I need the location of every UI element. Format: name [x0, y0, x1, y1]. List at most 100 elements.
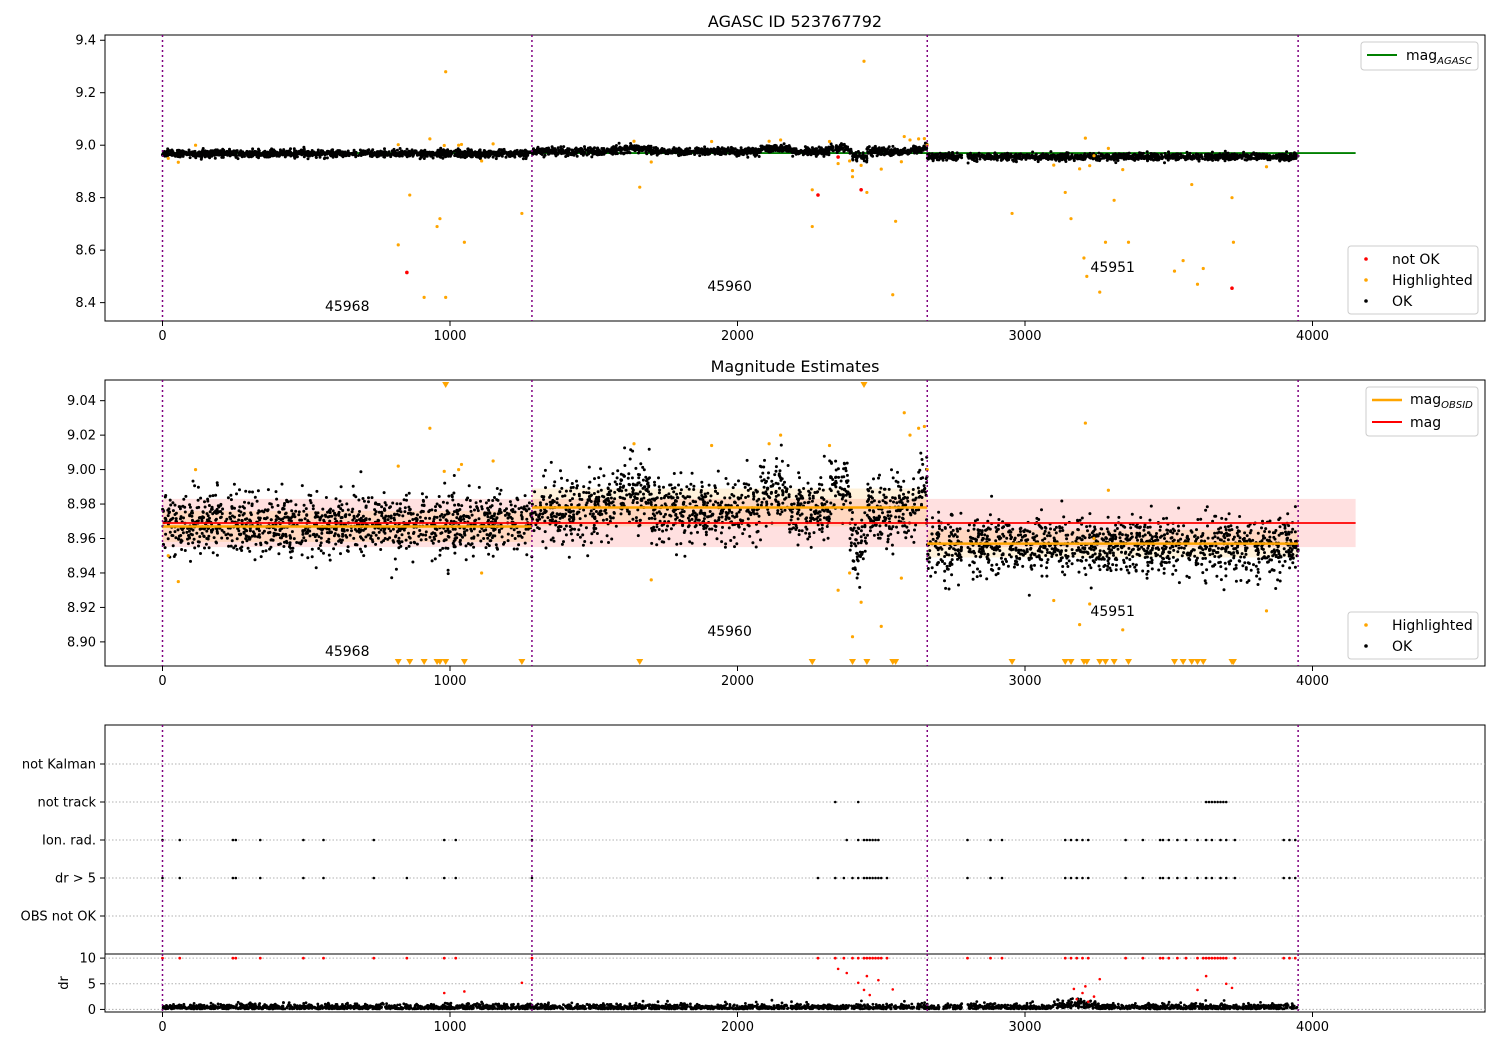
ok-point [499, 502, 503, 506]
not-ok-point [405, 270, 409, 275]
highlighted-point [442, 143, 446, 148]
ok-point [386, 153, 390, 157]
ok-point [433, 153, 436, 157]
ok-point [794, 494, 798, 498]
ok-point [234, 155, 238, 159]
ok-point [678, 491, 682, 495]
ok-point [558, 516, 562, 520]
ok-point [865, 158, 869, 162]
ok-point [1063, 156, 1067, 160]
ok-point [780, 149, 784, 153]
ok-point [782, 142, 786, 146]
ok-point [1229, 524, 1233, 528]
panel2-xtick-label: 2000 [721, 674, 754, 689]
ok-point [1014, 160, 1018, 164]
ok-point [860, 154, 864, 158]
ok-point [1283, 153, 1287, 156]
ok-point [603, 151, 607, 154]
ok-point [361, 497, 365, 500]
highlighted-point [767, 139, 771, 143]
ok-point [1214, 158, 1218, 162]
ok-point [1061, 153, 1065, 157]
ok-point [803, 145, 807, 149]
ok-point [891, 552, 895, 556]
highlighted-point [520, 211, 524, 216]
ok-point [1075, 154, 1079, 158]
ok-point [1092, 548, 1096, 552]
ok-point [188, 503, 192, 507]
ok-point [1172, 564, 1176, 568]
ok-point [815, 153, 819, 157]
highlighted-point [1103, 240, 1108, 244]
ok-point [563, 151, 567, 155]
ok-point [382, 507, 386, 511]
ok-point [1255, 154, 1259, 158]
legend-marker-highlighted [1364, 278, 1368, 282]
ok-point [616, 469, 620, 473]
ok-point [254, 542, 258, 546]
ok-point [226, 152, 230, 156]
ok-point [720, 515, 724, 519]
ok-point [588, 480, 592, 484]
ok-point [1105, 158, 1109, 162]
ok-point [411, 518, 415, 521]
ok-point [1011, 158, 1015, 162]
ok-point [1121, 155, 1125, 159]
ok-point [776, 482, 780, 486]
ok-point [1049, 156, 1053, 160]
ok-point [208, 154, 212, 158]
ok-point [437, 148, 441, 152]
ok-point [559, 145, 563, 149]
highlighted-point [176, 160, 180, 164]
ok-point [443, 150, 447, 153]
highlighted-point [922, 137, 926, 141]
ok-point [299, 152, 303, 156]
ok-point [320, 149, 324, 153]
ok-point [407, 505, 411, 509]
ok-point [854, 153, 858, 157]
ok-point [1278, 571, 1282, 574]
highlighted-point [1085, 274, 1089, 278]
ok-point [379, 149, 383, 153]
ok-point [746, 150, 749, 154]
ok-point [982, 156, 986, 160]
highlighted-point [899, 160, 903, 164]
ok-point [1009, 152, 1013, 156]
ok-point [750, 150, 754, 154]
ok-point [827, 150, 830, 154]
ok-point [1285, 150, 1289, 154]
ok-point [951, 152, 955, 156]
panel2-xtick-label: 0 [158, 674, 166, 689]
ok-point [222, 150, 226, 154]
ok-point [706, 147, 709, 151]
panel2-ytick-label: 8.90 [67, 635, 96, 650]
highlighted-point [850, 169, 855, 173]
ok-point [922, 146, 926, 150]
highlighted-point [710, 139, 714, 144]
ok-point [619, 151, 623, 155]
ok-point [957, 155, 961, 159]
ok-point [394, 567, 398, 571]
ok-point [1200, 155, 1204, 159]
ok-point [858, 585, 862, 589]
ok-point [746, 155, 750, 159]
ok-point [613, 497, 617, 501]
ok-point [383, 147, 386, 151]
highlighted-point [1106, 146, 1110, 150]
ok-point [1019, 538, 1023, 542]
ok-point [788, 146, 792, 150]
ok-point [636, 534, 640, 538]
ok-point [491, 155, 495, 159]
ok-point [228, 154, 232, 158]
ok-point [280, 150, 284, 154]
ok-point [925, 156, 929, 160]
ok-point [314, 156, 318, 159]
highlighted-point [1083, 136, 1087, 140]
ok-point [352, 493, 356, 497]
ok-point [222, 153, 225, 157]
ok-point [495, 487, 499, 490]
ok-point [554, 154, 558, 158]
ok-point [821, 148, 825, 152]
ok-point [941, 158, 945, 162]
ok-point [639, 462, 643, 466]
